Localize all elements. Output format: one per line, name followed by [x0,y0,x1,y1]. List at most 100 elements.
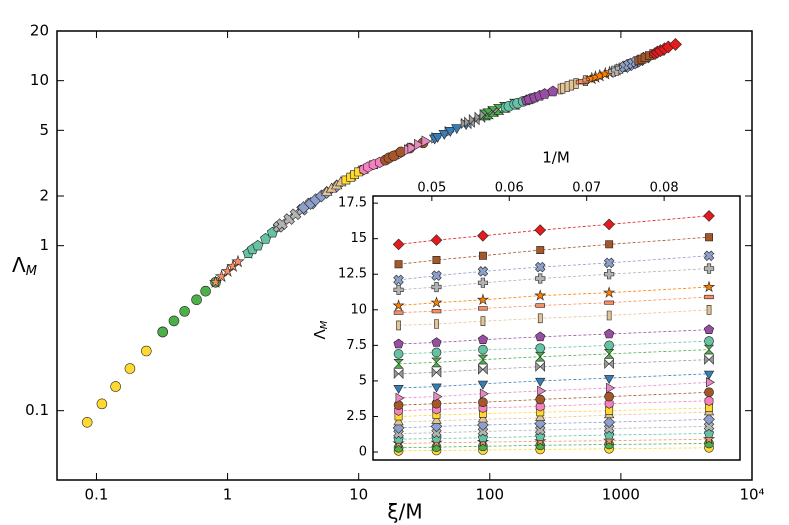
marker [431,414,442,424]
inset-line [398,268,710,291]
marker [535,401,545,412]
marker [431,270,442,281]
marker [393,368,404,380]
marker [431,383,442,393]
marker [393,359,404,369]
marker [604,340,614,351]
inset-x-label: 1/M [542,149,570,167]
marker [110,381,121,392]
x-tick-label: 100 [475,486,504,504]
marker [703,324,715,334]
marker [702,280,716,293]
inset-line [398,309,710,326]
marker [704,336,714,346]
marker [200,285,211,297]
y-axis-label: ΛM [12,253,37,279]
marker [604,328,615,339]
inset-frame [372,195,741,461]
x-tick-label: 0.1 [85,486,109,504]
inset-line [398,433,710,440]
marker [534,434,547,447]
marker [535,411,546,421]
y-tick-label: 20 [30,22,49,40]
inset-line [398,286,710,306]
marker [477,266,489,277]
marker [478,306,488,311]
marker [534,224,547,236]
inset-y-tick-label: 12.5 [338,267,367,282]
marker [706,305,712,315]
marker [669,37,682,51]
marker [604,269,615,280]
marker [537,385,547,397]
inset-y-tick-label: 10 [350,302,367,317]
inset-y-tick-label: 0 [359,445,367,460]
marker [432,256,441,264]
marker [534,417,547,430]
x-tick-label: 1 [223,486,233,504]
inset-line [398,329,710,345]
marker [421,135,432,147]
marker [703,370,715,380]
marker [537,313,543,324]
inset-line [398,407,710,417]
x-axis-label: ξ/M [387,500,422,524]
marker [96,398,108,410]
inset-x-tick-label: 0.07 [572,181,601,196]
marker [702,432,716,445]
marker [603,257,615,269]
marker [431,367,442,378]
marker [395,392,405,404]
marker [479,388,489,399]
marker [179,305,190,317]
marker [704,387,714,398]
marker [706,377,716,388]
marker [414,138,424,151]
marker [396,320,401,331]
marker [604,391,614,402]
marker [393,274,404,286]
marker [392,299,405,311]
inset-line [398,236,710,265]
marker [704,263,715,274]
inset-line [398,381,710,399]
marker [535,394,546,405]
marker [704,395,714,406]
inset-line [398,411,710,423]
marker [231,254,245,268]
marker [477,354,489,365]
marker [604,398,614,409]
marker [393,284,404,295]
marker [605,240,614,249]
marker [604,300,614,305]
inset-line [398,418,710,429]
marker [480,316,486,326]
inset-line [398,359,710,375]
marker [703,413,715,426]
marker [535,331,546,342]
inset-line [398,443,710,449]
marker [703,250,715,262]
marker [535,361,545,372]
marker [393,400,404,410]
x-tick-label: 10⁴ [739,486,764,504]
marker [392,422,405,434]
inset-y-label-sub: M [319,320,330,329]
marker [603,375,615,385]
y-label-base: Λ [12,253,26,277]
inset-y-label: ΛM [311,320,331,339]
marker [477,229,489,242]
inset-y-tick-label: 7.5 [346,338,367,353]
marker [704,294,714,300]
inset-x-tick-label: 0.06 [495,181,524,196]
marker [191,294,202,306]
marker [431,309,442,314]
marker [431,133,444,143]
marker [536,246,545,254]
x-tick-label: 10 [349,486,368,504]
marker [393,416,404,426]
marker [451,124,463,135]
marker [431,337,442,347]
marker [704,354,714,365]
marker [534,289,547,301]
